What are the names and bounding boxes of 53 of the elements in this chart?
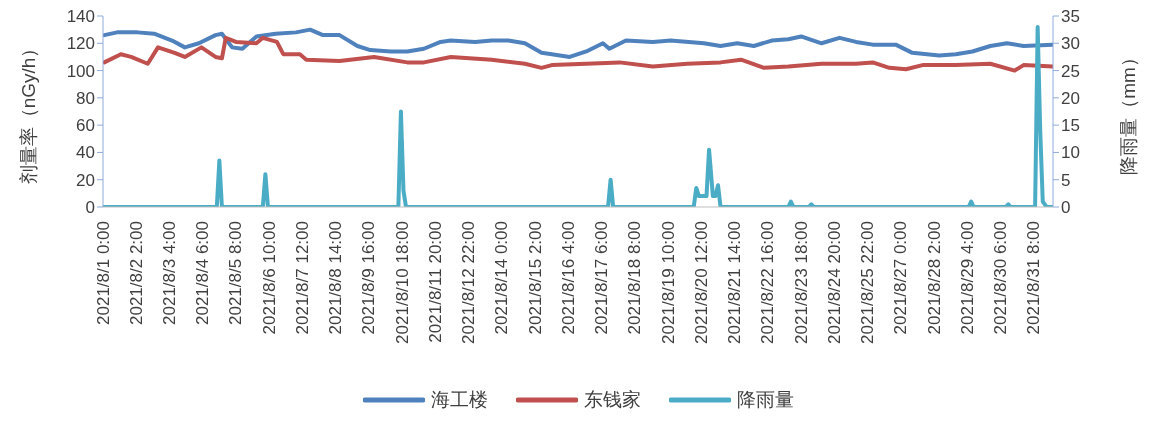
y2-tick-label: 0 <box>1061 198 1071 218</box>
line-series <box>103 24 1053 207</box>
x-tick-label: 2021/8/17 6:00 <box>592 221 612 335</box>
x-tick-label: 2021/8/15 2:00 <box>525 221 545 335</box>
line-series <box>103 27 1053 59</box>
y2-tick-label: 5 <box>1061 170 1071 190</box>
y-tick-label: 0 <box>85 198 95 218</box>
y-tick-label: 120 <box>66 34 95 54</box>
x-tick-label: 2021/8/2 2:00 <box>126 221 146 325</box>
x-tick-label: 2021/8/7 12:00 <box>292 221 312 335</box>
x-tick-label: 2021/8/30 6:00 <box>991 221 1011 335</box>
y-tick-label: 20 <box>76 170 95 190</box>
legend-label: 海工楼 <box>430 388 488 412</box>
x-tick-label: 2021/8/12 22:00 <box>459 221 479 344</box>
legend-label: 降雨量 <box>736 388 794 412</box>
x-tick-label: 2021/8/31 8:00 <box>1024 221 1044 335</box>
x-tick-label: 2021/8/16 4:00 <box>558 221 578 335</box>
legend-label: 东钱家 <box>583 388 641 412</box>
line-series <box>103 35 1053 73</box>
y-tick-label: 80 <box>76 88 95 108</box>
x-tick-label: 2021/8/8 14:00 <box>326 221 346 335</box>
x-tick-label: 2021/8/4 6:00 <box>193 221 213 325</box>
y2-tick-label: 10 <box>1061 143 1080 163</box>
y2-tick-label: 15 <box>1061 116 1080 136</box>
y2-tick-label: 25 <box>1061 61 1080 81</box>
x-tick-label: 2021/8/5 8:00 <box>226 221 246 325</box>
x-tick-label: 2021/8/27 0:00 <box>891 221 911 335</box>
x-tick-label: 2021/8/20 12:00 <box>691 221 711 344</box>
x-tick-label: 2021/8/29 4:00 <box>957 221 977 335</box>
x-tick-label: 2021/8/10 18:00 <box>392 221 412 344</box>
y2-axis-title: 降雨量（mm） <box>1117 48 1139 175</box>
x-tick-label: 2021/8/6 10:00 <box>259 221 279 335</box>
x-tick-label: 2021/8/9 16:00 <box>359 221 379 335</box>
y2-tick-label: 35 <box>1061 7 1080 27</box>
y-tick-label: 100 <box>66 61 95 81</box>
x-tick-label: 2021/8/3 4:00 <box>159 221 179 325</box>
x-tick-label: 2021/8/18 8:00 <box>625 221 645 335</box>
y2-tick-label: 20 <box>1061 88 1080 108</box>
x-tick-label: 2021/8/25 22:00 <box>858 221 878 344</box>
y-tick-label: 140 <box>66 7 95 27</box>
x-tick-label: 2021/8/1 0:00 <box>93 221 113 325</box>
y-tick-label: 40 <box>76 143 95 163</box>
x-tick-label: 2021/8/14 0:00 <box>492 221 512 335</box>
x-tick-label: 2021/8/19 10:00 <box>658 221 678 344</box>
x-tick-label: 2021/8/28 2:00 <box>924 221 944 335</box>
y-tick-label: 60 <box>76 116 95 136</box>
x-tick-label: 2021/8/23 18:00 <box>791 221 811 344</box>
x-tick-label: 2021/8/22 16:00 <box>758 221 778 344</box>
x-tick-label: 2021/8/21 14:00 <box>725 221 745 344</box>
y-axis-title: 剂量率（nGy/h） <box>17 38 39 185</box>
y2-tick-label: 30 <box>1061 34 1080 54</box>
x-tick-label: 2021/8/24 20:00 <box>824 221 844 344</box>
x-tick-label: 2021/8/11 20:00 <box>425 221 445 343</box>
